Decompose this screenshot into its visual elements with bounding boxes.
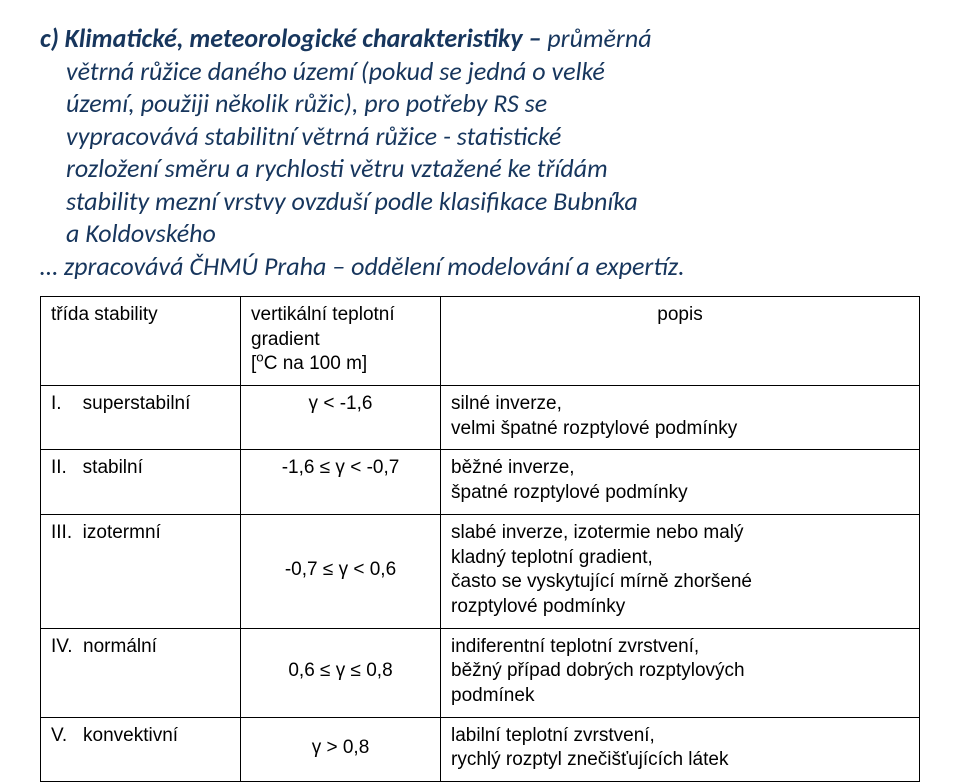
cell-desc: běžné inverze, špatné rozptylové podmínk… bbox=[441, 450, 920, 514]
cell-gradient: -1,6 ≤ γ < -0,7 bbox=[241, 450, 441, 514]
ellipsis: … bbox=[40, 250, 64, 282]
cell-desc: silné inverze, velmi špatné rozptylové p… bbox=[441, 386, 920, 450]
body-line-8: … zpracovává ČHMÚ Praha – oddělení model… bbox=[40, 250, 920, 283]
body-line-4: vypracovává stabilitní větrná růžice - s… bbox=[40, 120, 920, 153]
cell-desc-l2: kladný teplotní gradient, bbox=[451, 547, 653, 568]
table-row: II. stabilní -1,6 ≤ γ < -0,7 běžné inver… bbox=[41, 450, 920, 514]
cell-desc-l3: podmínek bbox=[451, 685, 534, 706]
cell-gradient: 0,6 ≤ γ ≤ 0,8 bbox=[241, 628, 441, 717]
cell-desc-l3: často se vyskytující mírně zhoršené bbox=[451, 571, 752, 592]
cell-class: V. konvektivní bbox=[41, 717, 241, 781]
cell-desc: indiferentní teplotní zvrstvení, běžný p… bbox=[441, 628, 920, 717]
cell-desc-l1: slabé inverze, izotermie nebo malý bbox=[451, 522, 744, 543]
body-line-6: stability mezní vrstvy ovzduší podle kla… bbox=[40, 185, 920, 218]
cell-desc: labilní teplotní zvrstvení, rychlý rozpt… bbox=[441, 717, 920, 781]
body-line-7: a Koldovského bbox=[40, 217, 920, 250]
cell-desc-l4: rozptylové podmínky bbox=[451, 596, 625, 617]
th-gradient: vertikální teplotní gradient [oC na 100 … bbox=[241, 297, 441, 386]
heading-line-1: c) Klimatické, meteorologické charakteri… bbox=[40, 22, 920, 55]
body-line-3: území, použiji několik růžic), pro potře… bbox=[40, 87, 920, 120]
cell-desc-l2: běžný případ dobrých rozptylových bbox=[451, 660, 745, 681]
cell-desc-l1: silné inverze, bbox=[451, 393, 562, 414]
th-gradient-unit-sup: o bbox=[256, 350, 263, 365]
table-row: I. superstabilní γ < -1,6 silné inverze,… bbox=[41, 386, 920, 450]
cell-class: III. izotermní bbox=[41, 514, 241, 628]
table-header-row: třída stability vertikální teplotní grad… bbox=[41, 297, 920, 386]
th-gradient-l2: gradient bbox=[251, 329, 320, 350]
th-class: třída stability bbox=[41, 297, 241, 386]
table-row: IV. normální 0,6 ≤ γ ≤ 0,8 indiferentní … bbox=[41, 628, 920, 717]
cell-desc-l2: velmi špatné rozptylové podmínky bbox=[451, 418, 737, 439]
body-line-5: rozložení směru a rychlosti větru vztaže… bbox=[40, 152, 920, 185]
cell-desc-l2: špatné rozptylové podmínky bbox=[451, 482, 688, 503]
table-row: V. konvektivní γ > 0,8 labilní teplotní … bbox=[41, 717, 920, 781]
cell-desc-l2: rychlý rozptyl znečišťujících látek bbox=[451, 749, 728, 770]
cell-class: I. superstabilní bbox=[41, 386, 241, 450]
th-gradient-unit-post: C na 100 m] bbox=[264, 353, 368, 374]
heading-lead: c) Klimatické, meteorologické charakteri… bbox=[40, 22, 523, 54]
th-desc: popis bbox=[441, 297, 920, 386]
body-line-8-text: zpracovává ČHMÚ Praha – oddělení modelov… bbox=[64, 250, 685, 282]
heading-dash: – bbox=[523, 22, 548, 54]
cell-gradient: -0,7 ≤ γ < 0,6 bbox=[241, 514, 441, 628]
table-row: III. izotermní -0,7 ≤ γ < 0,6 slabé inve… bbox=[41, 514, 920, 628]
cell-gradient: γ > 0,8 bbox=[241, 717, 441, 781]
cell-class: II. stabilní bbox=[41, 450, 241, 514]
cell-desc-l1: běžné inverze, bbox=[451, 457, 575, 478]
cell-desc-l1: labilní teplotní zvrstvení, bbox=[451, 725, 655, 746]
stability-table: třída stability vertikální teplotní grad… bbox=[40, 296, 920, 782]
heading-rest-1: průměrná bbox=[547, 22, 651, 54]
cell-class: IV. normální bbox=[41, 628, 241, 717]
cell-desc: slabé inverze, izotermie nebo malý kladn… bbox=[441, 514, 920, 628]
th-gradient-l1: vertikální teplotní bbox=[251, 304, 395, 325]
cell-gradient: γ < -1,6 bbox=[241, 386, 441, 450]
cell-desc-l1: indiferentní teplotní zvrstvení, bbox=[451, 636, 699, 657]
slide: c) Klimatické, meteorologické charakteri… bbox=[0, 0, 960, 699]
body-line-2: větrná růžice daného území (pokud se jed… bbox=[40, 55, 920, 88]
